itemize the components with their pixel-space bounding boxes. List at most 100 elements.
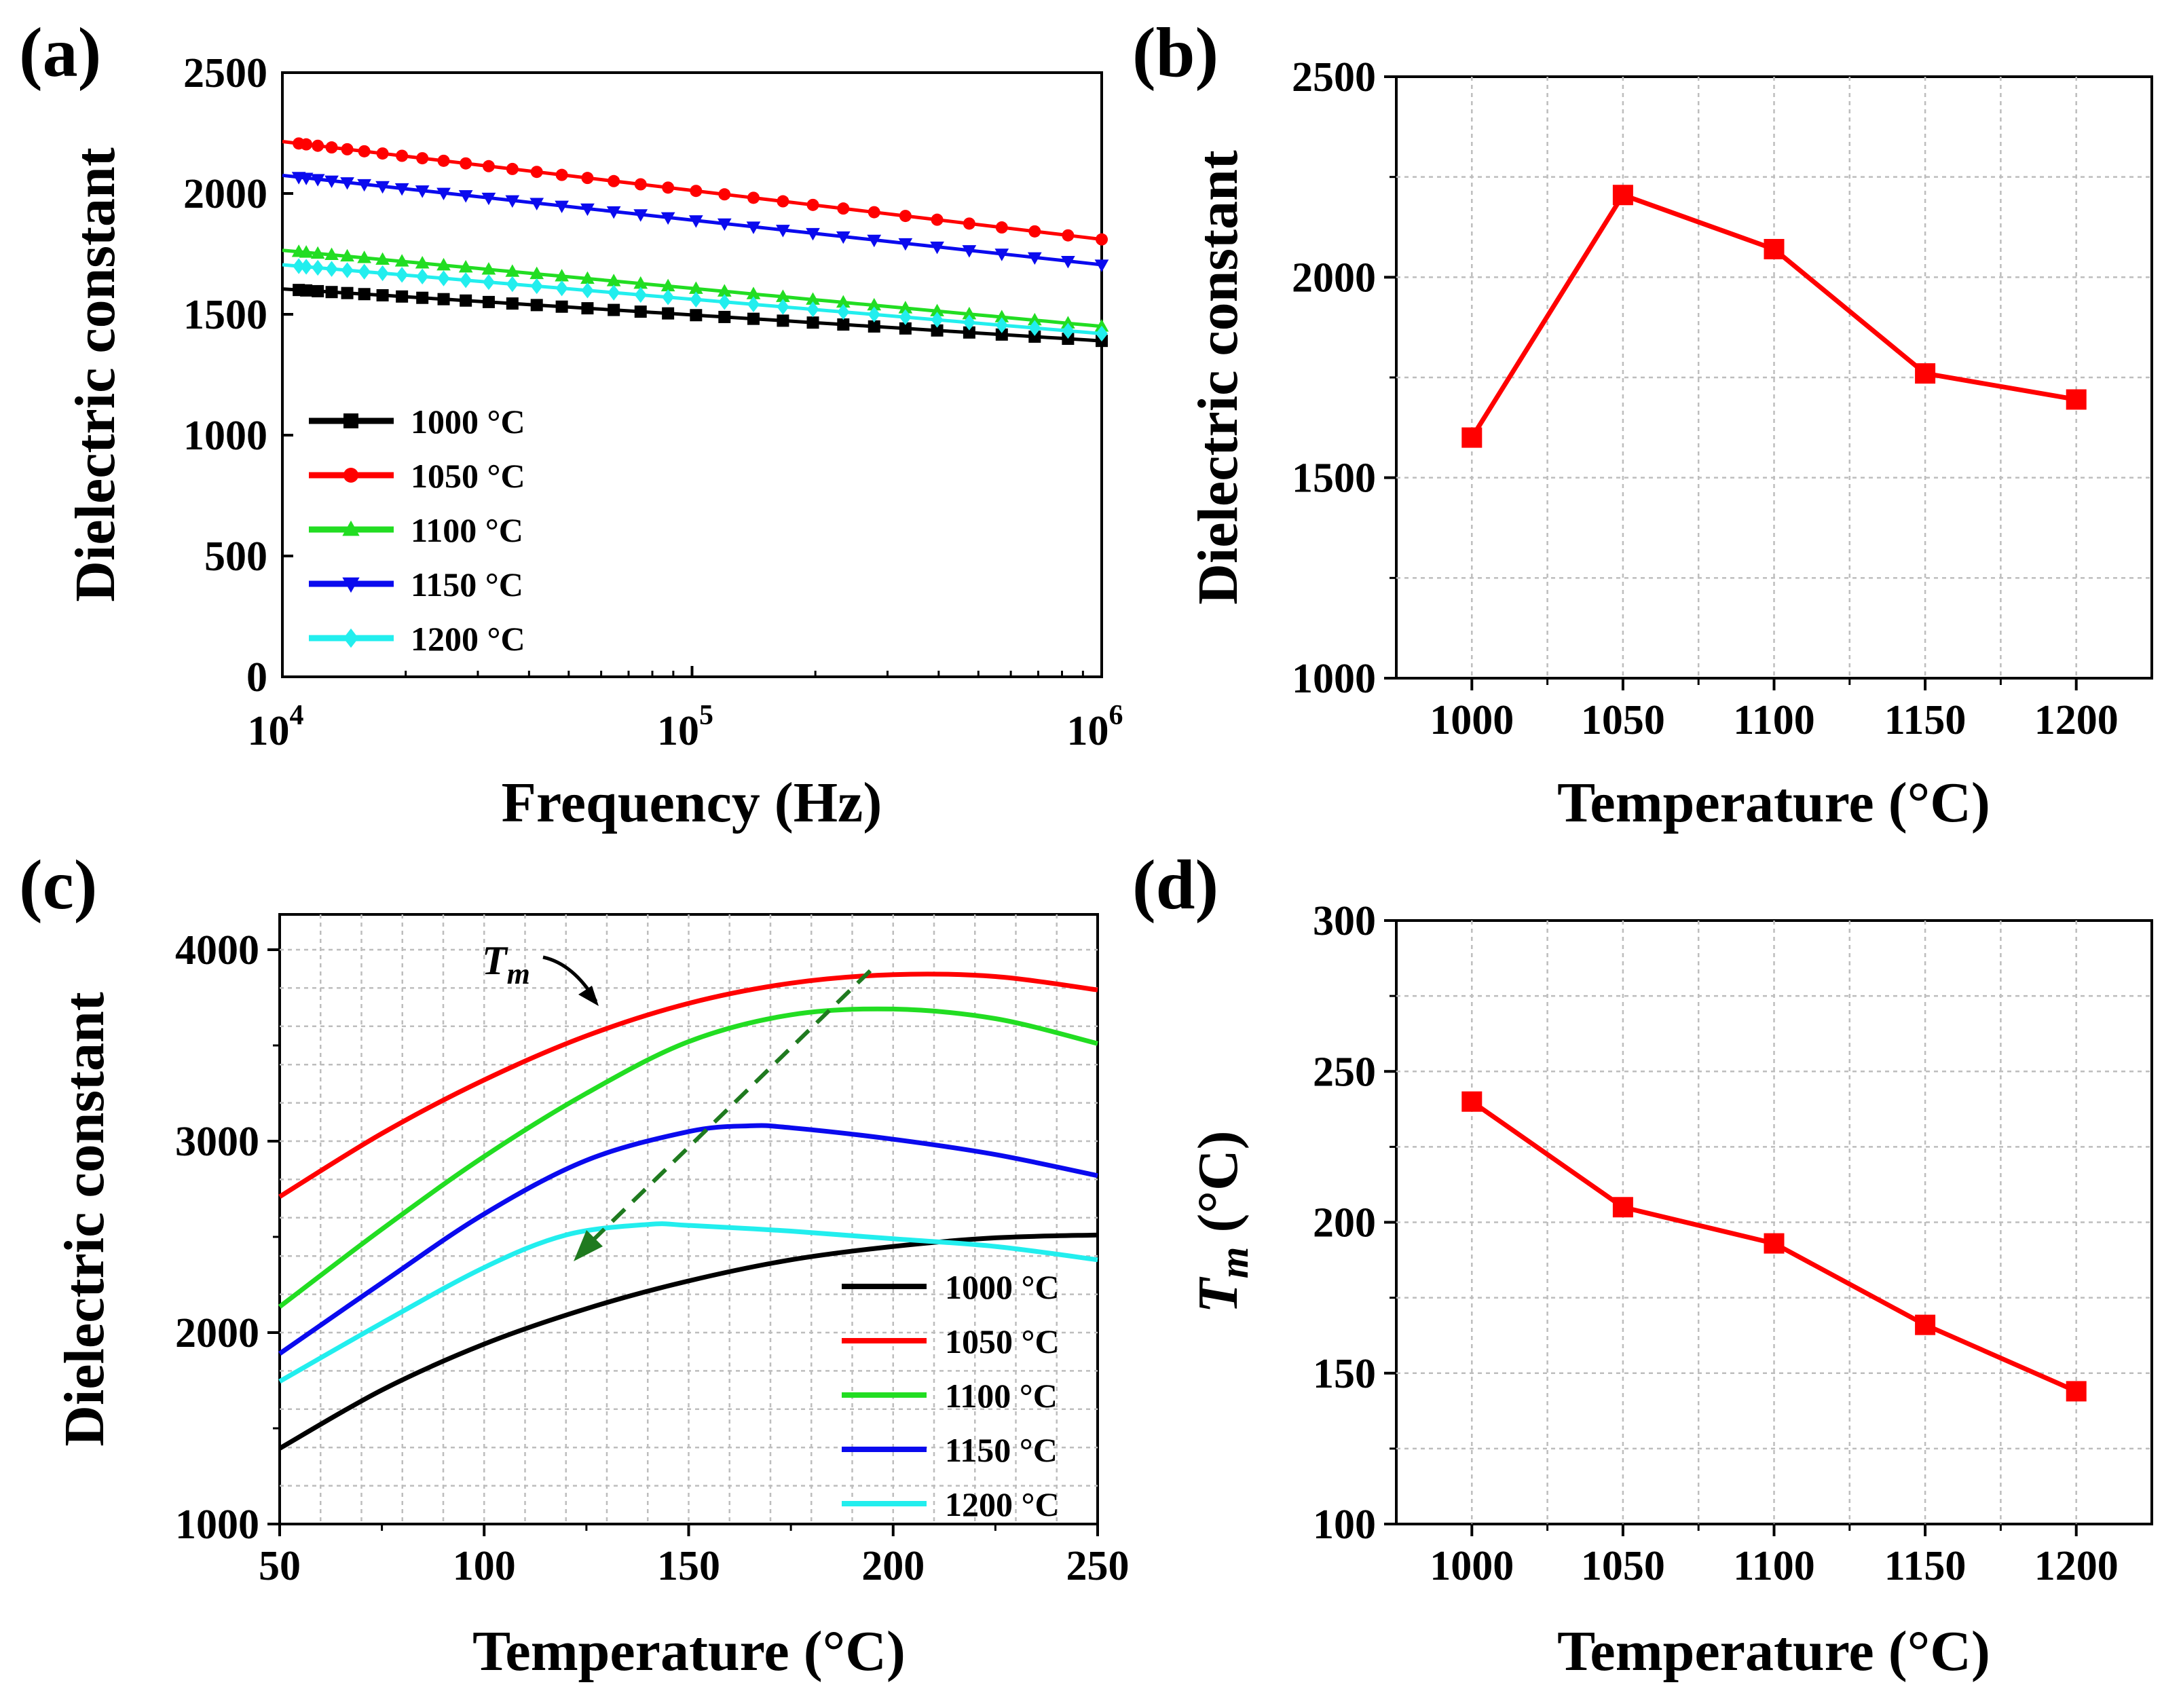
series-1200-marker	[690, 291, 703, 308]
panel-d-ticks: 100 150 200 250 300 1000 1050 1100 1150 1200	[1313, 898, 2119, 1589]
y-tick-label: 4000	[175, 927, 259, 973]
x-tick-label: 1200	[2034, 1543, 2119, 1589]
series-1000-marker	[325, 286, 338, 299]
data-point-marker	[1764, 1233, 1785, 1254]
series-1150	[282, 172, 1109, 272]
series-1000-marker	[1028, 330, 1041, 343]
series-1050-marker	[376, 147, 389, 160]
panel-c-label: (c)	[19, 846, 97, 924]
series-1200-marker	[437, 270, 450, 286]
series-1200-marker	[460, 272, 472, 289]
series-1050-marker	[931, 213, 944, 226]
series-1000-marker	[931, 324, 944, 337]
series-1200-marker	[300, 259, 313, 275]
y-tick-label: 2000	[1292, 255, 1376, 301]
x-tick-label: 200	[861, 1543, 925, 1589]
x-tick-exponent: 6	[1109, 700, 1123, 731]
x-tick-label: 1150	[1884, 1543, 1967, 1589]
series-1100-marker	[806, 292, 820, 305]
y-tick-label: 500	[204, 534, 267, 580]
data-point-marker	[2066, 389, 2087, 410]
series-1000-marker	[662, 307, 675, 320]
series-1050-marker	[530, 166, 543, 179]
panel-a-dielectric-vs-frequency: (a) Frequency (Hz) Dielectric constant 0…	[19, 14, 1123, 834]
series-1050-marker	[806, 198, 819, 211]
legend-label: 1150 °C	[411, 565, 523, 604]
series-1200-marker	[325, 261, 338, 277]
series-1000-marker	[555, 300, 568, 313]
data-point-marker	[1461, 1091, 1483, 1112]
x-tick-label: 150	[657, 1543, 720, 1589]
legend-marker	[343, 468, 358, 483]
series-1050-marker	[608, 174, 620, 187]
panel-b-series	[1461, 185, 2087, 448]
series-1050-marker	[341, 143, 354, 155]
series-1000-marker	[460, 294, 472, 307]
series-1000-marker	[837, 318, 850, 331]
series-1050-marker	[690, 185, 703, 198]
x-tick-label: 105	[657, 700, 713, 754]
series-1200-marker	[530, 278, 543, 295]
x-tick-label: 1100	[1733, 697, 1815, 743]
series-1100-marker	[394, 254, 409, 267]
series-1050-marker	[581, 172, 594, 185]
series-1150-marker	[806, 227, 820, 241]
series-1050-marker	[416, 152, 429, 165]
panel-a-x-axis-title: Frequency (Hz)	[502, 771, 882, 834]
series-1050-marker	[963, 217, 975, 230]
series-1000-marker	[581, 302, 594, 315]
panel-d-series	[1461, 1091, 2087, 1402]
series-1000-marker	[747, 312, 760, 325]
y-tick-label: 3000	[175, 1119, 259, 1165]
series-1150-marker	[1027, 252, 1042, 265]
series-1150-marker	[324, 175, 339, 189]
series-1150-marker	[505, 195, 520, 208]
series-1100-marker	[324, 247, 339, 261]
series-1200-marker	[293, 258, 305, 274]
y-tick-label: 2500	[1292, 54, 1376, 100]
y-tick-label: 2500	[183, 50, 267, 96]
series-1200-marker	[581, 282, 594, 299]
series-1000-curve	[278, 1232, 1098, 1451]
series-1100-marker	[310, 246, 325, 259]
series-1200-marker	[608, 284, 620, 301]
series-1200-marker	[482, 274, 495, 291]
series-1100-marker	[994, 310, 1009, 322]
panel-a-plot-frame	[281, 71, 1103, 678]
series-1000-marker	[482, 295, 495, 308]
series-1100-curve	[278, 1006, 1098, 1309]
series-1200-marker	[376, 265, 389, 282]
panel-a-y-axis-title: Dielectric constant	[64, 147, 127, 601]
y-tick-label: 0	[246, 654, 267, 701]
series-1050-marker	[995, 221, 1008, 234]
panel-a-series	[282, 137, 1109, 348]
series-1200-marker	[777, 299, 789, 315]
x-tick-label: 1000	[1430, 697, 1514, 743]
series-1100-marker	[375, 252, 390, 265]
data-point-marker	[1612, 185, 1633, 206]
series-1150-marker	[481, 192, 496, 206]
series-1150-marker	[836, 231, 851, 244]
x-tick-label: 104	[248, 700, 304, 754]
series-1100	[282, 244, 1109, 332]
panel-b-y-axis-title: Dielectric constant	[1187, 150, 1250, 604]
series-1050-marker	[1028, 225, 1041, 238]
series-1150-marker	[529, 198, 544, 210]
legend-label: 1200 °C	[945, 1485, 1060, 1523]
series-1200-marker	[555, 280, 568, 297]
series-1100-marker	[1027, 312, 1042, 326]
series-1200-marker	[416, 268, 429, 285]
series-1150-marker	[717, 218, 732, 231]
series-1200-marker	[358, 263, 371, 280]
y-tick-label: 2000	[183, 171, 267, 217]
x-tick-label: 50	[259, 1543, 301, 1589]
legend-label: 1050 °C	[411, 457, 525, 495]
tm-trend-arrow-head	[574, 1230, 603, 1261]
panel-c-dielectric-vs-temperature-curves: (c) Temperature (°C) Dielectric constant…	[19, 846, 1130, 1683]
data-point-marker	[1915, 1314, 1936, 1335]
x-tick-label: 1000	[1430, 1543, 1514, 1589]
x-tick-label: 100	[453, 1543, 516, 1589]
legend-marker	[343, 628, 358, 648]
series-1150-marker	[310, 174, 325, 187]
